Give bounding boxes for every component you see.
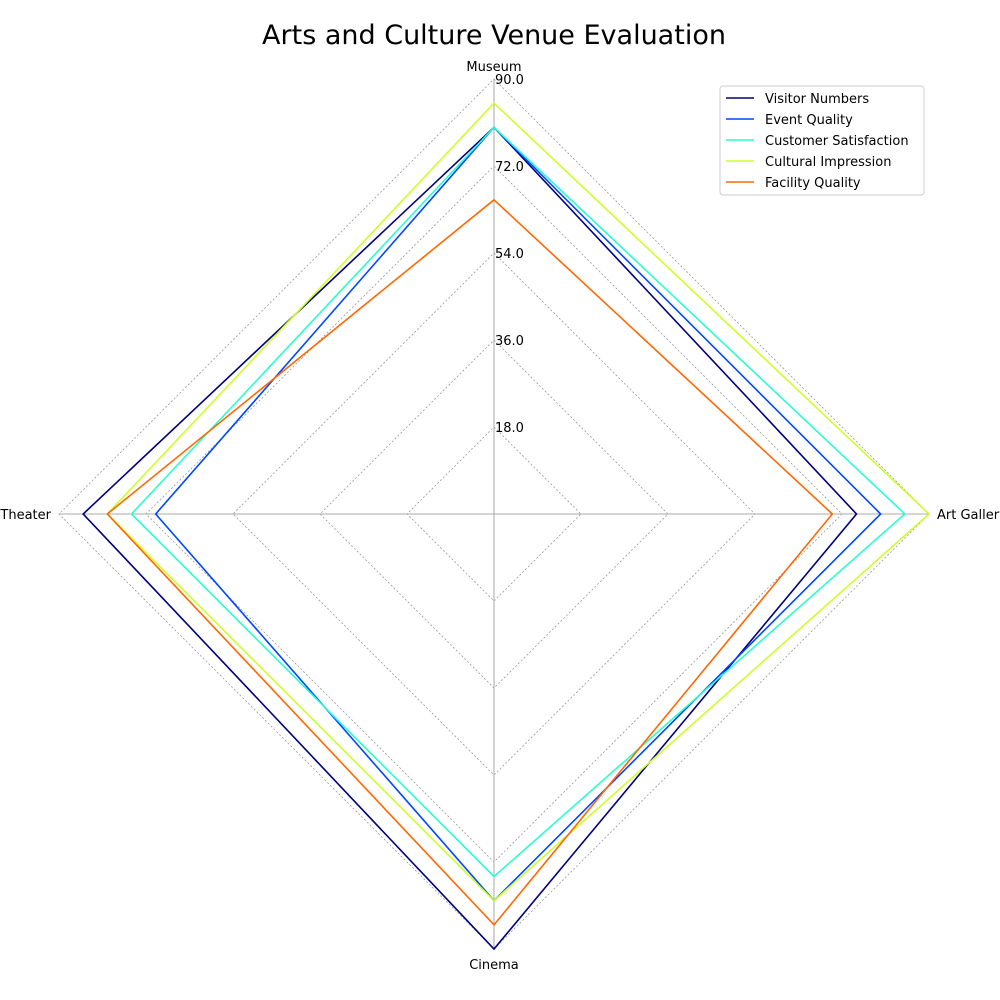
- axis-labels: Museum Art Gallery Cinema Theater: [0, 60, 1000, 973]
- radar-series: [82, 102, 931, 951]
- legend-label-5: Facility Quality: [765, 176, 861, 191]
- legend-label-3: Customer Satisfaction: [765, 134, 909, 149]
- tick-label-1: 18.0: [495, 421, 524, 436]
- tick-label-3: 54.0: [495, 247, 524, 262]
- series-line-4: [106, 102, 931, 902]
- axis-label-3: Cinema: [469, 958, 519, 973]
- legend: Visitor Numbers Event Quality Customer Sat…: [719, 85, 925, 196]
- series-line-3: [130, 126, 907, 878]
- radial-tick-labels: 18.0 36.0 54.0 72.0 90.0: [495, 73, 524, 436]
- legend-label-1: Visitor Numbers: [765, 92, 869, 107]
- legend-label-4: Cultural Impression: [765, 155, 891, 170]
- legend-frame: [719, 85, 925, 196]
- radar-grid: [58, 78, 930, 950]
- tick-label-5: 90.0: [495, 73, 524, 88]
- tick-label-2: 36.0: [495, 334, 524, 349]
- axis-label-2: Art Gallery: [937, 508, 1000, 523]
- series-line-5: [106, 198, 834, 927]
- tick-label-4: 72.0: [495, 160, 524, 175]
- axis-label-4: Theater: [0, 508, 52, 523]
- axis-label-1: Museum: [466, 60, 521, 75]
- legend-label-2: Event Quality: [765, 113, 853, 128]
- chart-title: Arts and Culture Venue Evaluation: [262, 20, 726, 51]
- series-line-1: [82, 126, 858, 951]
